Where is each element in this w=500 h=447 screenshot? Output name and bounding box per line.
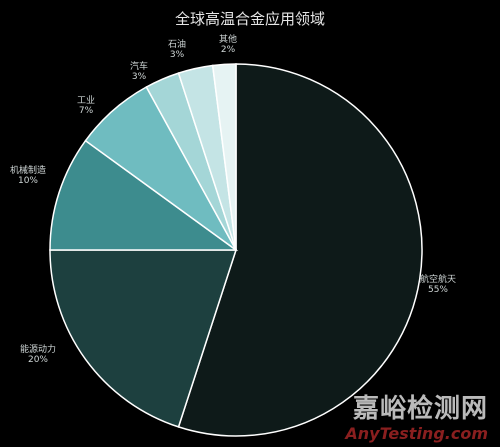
slice-label: 石油 bbox=[168, 38, 186, 50]
slice-label: 机械制造 bbox=[10, 164, 46, 176]
pie-slice bbox=[49, 139, 239, 251]
slice-label: 工业 bbox=[77, 95, 95, 106]
slice-value-label: 20% bbox=[28, 355, 48, 365]
slice-value-label: 7% bbox=[79, 106, 94, 116]
pie-slice bbox=[49, 249, 238, 428]
slice-value-label: 3% bbox=[170, 50, 185, 60]
slice-label: 汽车 bbox=[130, 60, 148, 72]
slice-label: 能源动力 bbox=[20, 343, 56, 355]
slice-label: 其他 bbox=[219, 33, 237, 45]
slice-value-label: 2% bbox=[221, 45, 236, 55]
pie-slice bbox=[177, 63, 423, 437]
slice-value-label: 55% bbox=[428, 285, 448, 295]
watermark-text: 嘉峪检测网 bbox=[352, 394, 488, 424]
pie-slice bbox=[211, 63, 237, 251]
chart-title: 全球高温合金应用领域 bbox=[174, 10, 325, 28]
slice-label: 航空航天 bbox=[420, 273, 456, 285]
watermark-url: AnyTesting.com bbox=[345, 424, 488, 443]
slice-value-label: 10% bbox=[18, 176, 38, 186]
slice-value-label: 3% bbox=[132, 72, 147, 82]
